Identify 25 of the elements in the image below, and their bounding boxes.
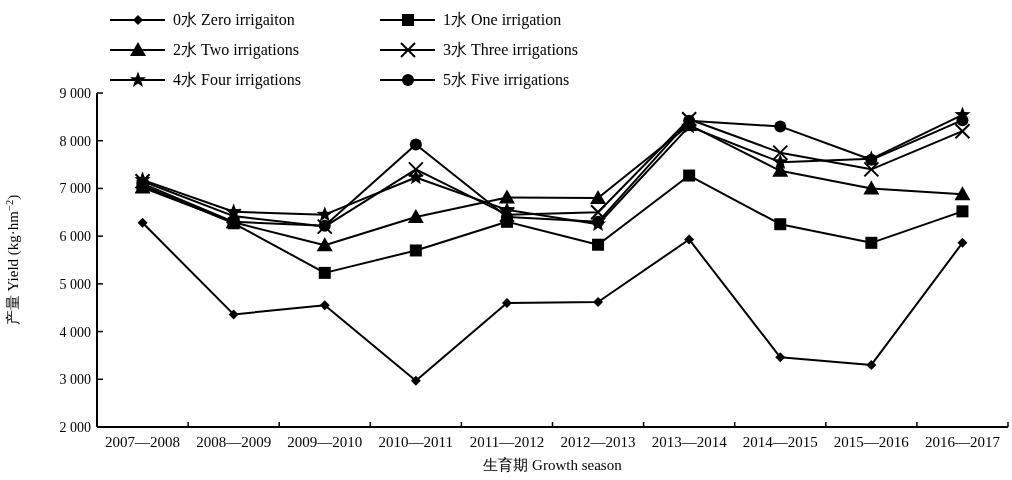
x-tick-label: 2015—2016 xyxy=(833,434,910,450)
y-tick-label: 8 000 xyxy=(59,133,91,149)
x-tick-label: 2012—2013 xyxy=(560,434,636,450)
legend-label: 1水 One irrigation xyxy=(443,11,562,29)
y-tick-label: 7 000 xyxy=(59,181,91,197)
y-tick-label: 9 000 xyxy=(59,86,91,101)
legend-label: 0水 Zero irrigaiton xyxy=(173,11,295,29)
y-tick-label: 4 000 xyxy=(59,324,91,340)
legend-label: 5水 Five irrigations xyxy=(443,71,570,89)
x-tick-label: 2010—2011 xyxy=(378,434,454,450)
x-tick-label: 2007—2008 xyxy=(105,434,181,450)
x-tick-label: 2008—2009 xyxy=(196,434,272,450)
x-tick-label: 2016—2017 xyxy=(924,434,1001,450)
legend-label: 2水 Two irrigations xyxy=(173,41,299,59)
x-tick-label: 2014—2015 xyxy=(742,434,818,450)
legend-label: 4水 Four irrigations xyxy=(173,71,301,89)
x-tick-label: 2009—2010 xyxy=(287,434,363,450)
y-tick-label: 2 000 xyxy=(59,420,91,435)
x-tick-label: 2013—2014 xyxy=(651,434,728,450)
y-tick-label: 5 000 xyxy=(59,276,91,292)
y-tick-label: 6 000 xyxy=(59,229,91,245)
legend-label: 3水 Three irrigations xyxy=(443,41,579,59)
y-tick-label: 3 000 xyxy=(59,372,91,388)
x-axis-title: 生育期 Growth season xyxy=(483,457,623,473)
x-tick-label: 2011—2012 xyxy=(469,434,545,450)
